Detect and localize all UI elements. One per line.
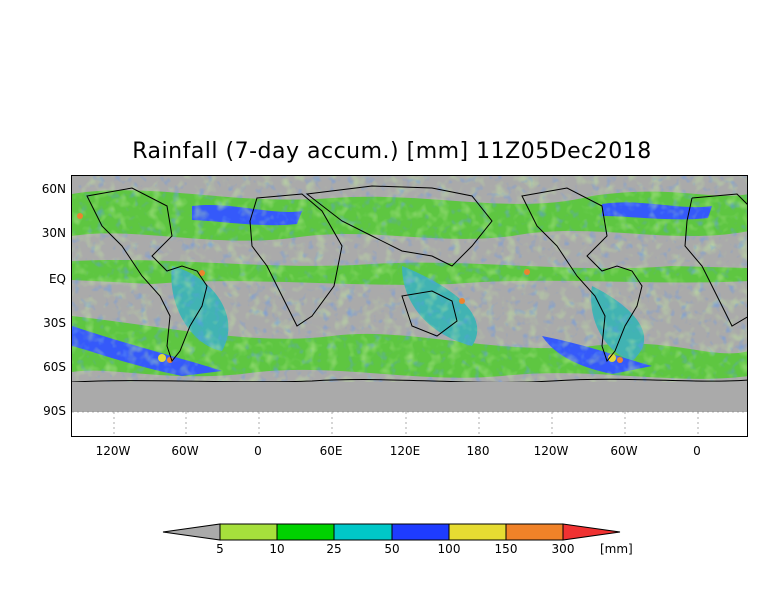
colorbar-below-triangle — [162, 523, 221, 541]
lon-label: 60E — [319, 444, 343, 458]
colorbar-label: 100 — [437, 542, 461, 556]
colorbar-unit: [mm] — [600, 542, 633, 556]
lon-label: 120E — [389, 444, 421, 458]
lon-label: 60W — [610, 444, 638, 458]
lon-label: 120W — [95, 444, 131, 458]
colorbar-swatch — [333, 523, 393, 541]
lon-label: 60W — [171, 444, 199, 458]
lon-label: 0 — [254, 444, 262, 458]
lat-label-90s: 90S — [43, 404, 66, 418]
map-canvas — [72, 176, 747, 436]
colorbar-label: 150 — [494, 542, 518, 556]
colorbar-label: 25 — [326, 542, 342, 556]
colorbar-label: 300 — [551, 542, 575, 556]
lon-label: 180 — [466, 444, 490, 458]
lon-label: 120W — [533, 444, 569, 458]
lon-label: 0 — [693, 444, 701, 458]
chart-title: Rainfall (7-day accum.) [mm] 11Z05Dec201… — [132, 139, 652, 164]
gridlines — [72, 411, 747, 436]
colorbar-swatch — [448, 523, 507, 541]
lat-label-60n: 60N — [41, 182, 66, 196]
colorbar-swatch — [505, 523, 564, 541]
lat-label-30s: 30S — [43, 316, 66, 330]
rainfall-map — [71, 175, 748, 437]
lat-label-30n: 30N — [41, 226, 66, 240]
colorbar-above-triangle — [562, 523, 621, 541]
lat-label-eq: EQ — [48, 272, 66, 286]
colorbar-swatch — [276, 523, 335, 541]
rain-bands — [72, 176, 747, 412]
colorbar-swatch — [219, 523, 278, 541]
lat-label-60s: 60S — [43, 360, 66, 374]
antarctica — [72, 382, 747, 412]
colorbar-label: 50 — [384, 542, 400, 556]
colorbar-swatch — [391, 523, 450, 541]
coastlines — [72, 185, 747, 383]
colorbar-label: 5 — [216, 542, 224, 556]
colorbar-label: 10 — [269, 542, 285, 556]
